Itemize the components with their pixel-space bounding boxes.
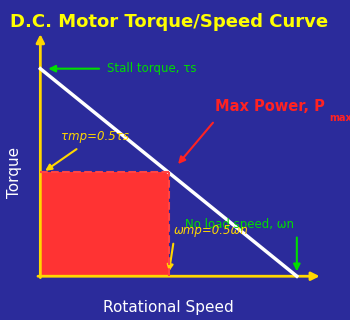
Text: τmp=0.5τs: τmp=0.5τs	[61, 130, 129, 143]
Text: Rotational Speed: Rotational Speed	[103, 300, 234, 315]
Text: ωmp=0.5ωn: ωmp=0.5ωn	[174, 224, 248, 237]
Text: Max Power, P: Max Power, P	[215, 99, 325, 114]
Text: D.C. Motor Torque/Speed Curve: D.C. Motor Torque/Speed Curve	[9, 12, 328, 31]
Text: No load speed, ωn: No load speed, ωn	[185, 218, 294, 231]
Text: Stall torque, τs: Stall torque, τs	[107, 62, 197, 75]
Text: max: max	[329, 113, 350, 123]
Bar	[40, 172, 169, 276]
Text: Torque: Torque	[7, 147, 22, 198]
